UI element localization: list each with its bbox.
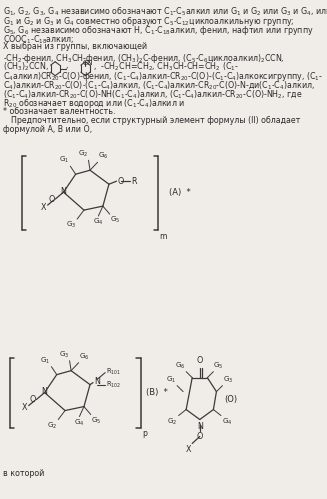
Text: Предпочтительно, если структурный элемент формулы (II) обладает: Предпочтительно, если структурный элемен… (11, 116, 301, 125)
Text: N: N (60, 187, 66, 196)
Text: (CH$_3$)$_2$CCN,: (CH$_3$)$_2$CCN, (3, 61, 49, 73)
Text: * обозначает валентность.: * обозначает валентность. (3, 107, 115, 116)
Text: G$_5$, G$_6$ независимо обозначают H, C$_1$-C$_{18}$алкил, фенил, нафтил или гру: G$_5$, G$_6$ независимо обозначают H, C$… (3, 24, 314, 37)
Text: N: N (94, 377, 100, 386)
Text: G$_2$: G$_2$ (167, 417, 178, 427)
Text: в которой: в которой (3, 470, 44, 479)
Text: G$_2$: G$_2$ (47, 421, 58, 431)
Text: R$_{20}$ обозначает водород или (C$_1$-C$_4$)алкил и: R$_{20}$ обозначает водород или (C$_1$-C… (3, 97, 185, 110)
Text: (C$_1$-C$_4$)алкил-CR$_{20}$-C(O)-NH(C$_1$-C$_4$)алкил, (C$_1$-C$_4$)алкил-CR$_{: (C$_1$-C$_4$)алкил-CR$_{20}$-C(O)-NH(C$_… (3, 88, 302, 100)
Text: -CH$_2$-фенил, CH$_3$CH-фенил, (CH$_3$)$_2$C-фенил, (C$_5$-C$_6$циклоалкил)$_2$C: -CH$_2$-фенил, CH$_3$CH-фенил, (CH$_3$)$… (3, 51, 284, 64)
Text: R: R (131, 177, 136, 186)
Text: G$_4$: G$_4$ (222, 417, 232, 427)
Text: C$_4$)алкил-CR$_{20}$-C(O)-(C$_1$-C$_4$)алкил, (C$_1$-C$_4$)алкил-CR$_{20}$-C(O): C$_4$)алкил-CR$_{20}$-C(O)-(C$_1$-C$_4$)… (3, 79, 315, 91)
Text: G$_3$: G$_3$ (59, 349, 70, 360)
Text: X: X (21, 403, 27, 412)
Text: X: X (40, 203, 46, 212)
Text: (O): (O) (224, 395, 237, 404)
Text: O: O (48, 195, 55, 204)
Text: N: N (197, 422, 203, 431)
Text: G$_3$: G$_3$ (223, 374, 234, 385)
Text: G$_1$: G$_1$ (166, 374, 176, 385)
Text: G$_6$: G$_6$ (79, 351, 89, 362)
Text: G$_6$: G$_6$ (97, 151, 108, 161)
Text: COOC$_1$-C$_{18}$алкил;: COOC$_1$-C$_{18}$алкил; (3, 33, 74, 46)
Text: G$_6$: G$_6$ (175, 360, 185, 371)
Text: G$_1$: G$_1$ (59, 155, 70, 165)
Text: G$_1$ и G$_2$ и G$_3$ и G$_4$ совместно образуют C$_5$-C$_{12}$циклоалкильную гр: G$_1$ и G$_2$ и G$_3$ и G$_4$ совместно … (3, 15, 295, 28)
Text: N: N (41, 387, 47, 396)
Text: C$_4$алкил)CR$_{20}$-C(O)-фенил, (C$_1$-C$_4$)алкил-CR$_{20}$-C(O)-(C$_1$-C$_4$): C$_4$алкил)CR$_{20}$-C(O)-фенил, (C$_1$-… (3, 70, 323, 83)
Text: O: O (117, 177, 124, 186)
Text: G$_5$: G$_5$ (91, 416, 101, 426)
Text: O: O (197, 433, 203, 442)
Text: CN: CN (82, 60, 93, 66)
Text: G$_1$: G$_1$ (40, 355, 51, 366)
Text: G$_5$: G$_5$ (214, 360, 224, 371)
Text: G$_1$, G$_2$, G$_3$, G$_4$ независимо обозначают C$_1$-C$_5$алкил или G$_1$ и G$: G$_1$, G$_2$, G$_3$, G$_4$ независимо об… (3, 5, 327, 18)
Text: p: p (142, 430, 147, 439)
Text: O: O (197, 356, 203, 365)
Text: m: m (160, 232, 167, 241)
Text: G$_5$: G$_5$ (110, 215, 120, 225)
Text: ,  -CH$_2$CH=CH$_2$, CH$_3$CH-CH=CH$_2$ (C$_1$-: , -CH$_2$CH=CH$_2$, CH$_3$CH-CH=CH$_2$ (… (93, 61, 239, 73)
Text: G$_2$: G$_2$ (78, 149, 89, 159)
Text: формулой A, В или О,: формулой A, В или О, (3, 125, 92, 134)
Text: G$_4$: G$_4$ (74, 418, 85, 428)
Text: X: X (186, 446, 191, 455)
Text: G$_4$: G$_4$ (93, 217, 104, 227)
Text: G$_3$: G$_3$ (66, 220, 77, 230)
Text: O: O (29, 395, 36, 404)
Text: (A)  *: (A) * (169, 188, 191, 197)
Text: ,: , (66, 61, 68, 70)
Text: R$_{101}$: R$_{101}$ (106, 367, 121, 377)
Text: X выбран из группы, включающей: X выбран из группы, включающей (3, 42, 147, 51)
Text: (B)  *: (B) * (146, 388, 168, 397)
Text: R$_{102}$: R$_{102}$ (106, 380, 121, 390)
